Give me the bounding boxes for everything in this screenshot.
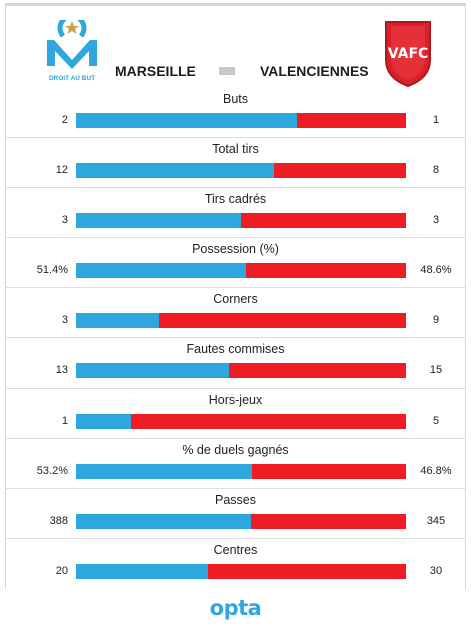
home-bar-segment — [76, 163, 274, 179]
stat-label: % de duels gagnés — [182, 442, 289, 457]
home-bar-segment — [76, 363, 230, 379]
away-value: 48.6% — [420, 264, 452, 277]
away-value: 3 — [432, 214, 440, 227]
stat-label: Corners — [213, 292, 258, 307]
away-bar-segment — [274, 163, 406, 179]
home-bar-segment — [76, 413, 132, 429]
home-value: 20 — [55, 564, 68, 577]
home-value: 1 — [61, 414, 68, 427]
away-bar-segment — [208, 563, 406, 579]
home-bar-segment — [76, 563, 208, 579]
stat-label: Tirs cadrés — [204, 192, 267, 207]
home-bar-segment — [76, 463, 252, 479]
home-value: 13 — [55, 364, 68, 377]
home-bar-segment — [76, 263, 246, 279]
home-value: 3 — [61, 214, 68, 227]
stat-row: Centres 20 30 — [6, 539, 465, 589]
away-bar-segment — [241, 213, 406, 229]
stat-row: Possession (%) 51.4% 48.6% — [6, 238, 465, 289]
stat-row: Hors-jeux 1 5 — [6, 389, 465, 439]
stat-label: Hors-jeux — [208, 392, 263, 407]
home-team-name: MARSEILLE — [115, 63, 196, 79]
versus-separator — [219, 67, 235, 75]
crest-home-text: DROIT AU BUT — [49, 75, 95, 82]
stat-row: Total tirs 12 8 — [6, 138, 465, 189]
away-value: 46.8% — [420, 464, 452, 477]
stat-bar — [76, 363, 406, 379]
home-value: 12 — [55, 164, 68, 177]
stat-row: Tirs cadrés 3 3 — [6, 188, 465, 239]
away-bar-segment — [297, 113, 406, 128]
home-value: 51.4% — [36, 264, 68, 277]
crest-away-text: VAFC — [388, 46, 429, 62]
stat-bar — [76, 163, 406, 179]
home-value: 53.2% — [36, 464, 68, 477]
match-stats-panel: DROIT AU BUT MARSEILLE VALENCIENNES VAFC… — [5, 3, 466, 589]
away-value: 30 — [429, 564, 443, 577]
stat-bar — [76, 563, 406, 579]
away-bar-segment — [158, 313, 406, 329]
stat-label: Centres — [213, 542, 258, 557]
away-bar-segment — [131, 413, 406, 429]
home-bar-segment — [76, 313, 159, 329]
away-value: 5 — [432, 414, 440, 427]
away-bar-segment — [251, 463, 406, 479]
stat-bar — [76, 113, 406, 128]
away-bar-segment — [229, 363, 406, 379]
home-bar-segment — [76, 213, 241, 229]
opta-logo: opta — [209, 596, 262, 620]
stat-label: Buts — [222, 92, 248, 106]
away-value: 15 — [429, 364, 443, 377]
home-value: 2 — [61, 114, 68, 126]
stat-row: Fautes commises 13 15 — [6, 338, 465, 389]
stat-bar — [76, 463, 406, 479]
stat-bar — [76, 213, 406, 229]
stat-label: Passes — [215, 492, 256, 507]
away-value: 9 — [432, 314, 440, 327]
stat-row: Buts 2 1 — [6, 88, 465, 139]
stat-bar — [76, 263, 406, 279]
stat-label: Possession (%) — [192, 242, 279, 257]
marseille-crest-icon: DROIT AU BUT — [47, 20, 97, 82]
home-value: 3 — [61, 314, 68, 327]
match-header: DROIT AU BUT MARSEILLE VALENCIENNES VAFC — [6, 6, 465, 88]
stat-row: Passes 388 345 — [6, 489, 465, 539]
stats-list: Buts 2 1 Total tirs 12 8 Tirs cadrés 3 3 Possessi… — [6, 88, 465, 589]
home-bar-segment — [76, 513, 251, 529]
home-value: 388 — [49, 514, 68, 527]
valenciennes-crest-icon: VAFC — [385, 21, 431, 88]
away-value: 345 — [426, 514, 446, 527]
stat-label: Fautes commises — [186, 342, 285, 357]
stat-bar — [76, 413, 406, 429]
away-team-name: VALENCIENNES — [260, 63, 369, 79]
stat-bar — [76, 313, 406, 329]
away-bar-segment — [250, 513, 406, 529]
stat-bar — [76, 513, 406, 529]
away-value: 8 — [432, 164, 440, 177]
footer: opta — [0, 596, 471, 620]
stat-row: % de duels gagnés 53.2% 46.8% — [6, 439, 465, 489]
top-divider — [6, 3, 465, 6]
stat-label: Total tirs — [212, 142, 259, 157]
away-value: 1 — [432, 114, 440, 126]
away-bar-segment — [245, 263, 406, 279]
home-bar-segment — [76, 113, 298, 128]
stat-row: Corners 3 9 — [6, 288, 465, 339]
